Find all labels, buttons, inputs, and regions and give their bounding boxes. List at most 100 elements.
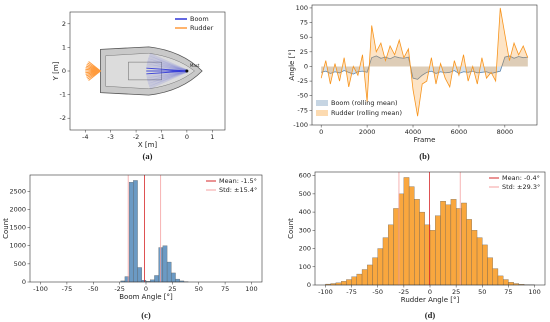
x-tick-label: 0 — [185, 133, 189, 141]
x-tick-label: 4000 — [405, 128, 422, 136]
x-tick-label: 100 — [245, 285, 257, 293]
caption: (a) — [143, 151, 153, 161]
panel: Boom (rolling mean) Rudder (rolling mean)… — [288, 4, 538, 161]
boom-trace — [149, 53, 188, 73]
boom-trace — [146, 61, 188, 73]
x-tick-label: 1 — [210, 133, 214, 141]
y-tick-label: 100 — [299, 263, 311, 271]
bar — [487, 257, 493, 286]
line — [320, 7, 529, 117]
y-tick-label: -25 — [297, 77, 308, 85]
boom-trace — [147, 69, 188, 84]
y-tick-label: 50 — [300, 33, 308, 41]
y-tick-label: 600 — [299, 172, 311, 180]
bar — [482, 244, 488, 286]
bar — [429, 230, 436, 286]
y-tick-label: -1 — [60, 91, 66, 99]
x-tick-label: -75 — [346, 288, 357, 296]
bar — [166, 261, 172, 283]
y-tick-label: 100 — [296, 4, 308, 12]
boom-trace — [148, 55, 188, 73]
bar — [445, 204, 452, 286]
x-tick-label: 25 — [452, 288, 460, 296]
bar — [408, 186, 415, 286]
bar — [356, 273, 363, 286]
y-tick-label: 2500 — [9, 187, 26, 195]
y-tick-label: 500 — [14, 260, 26, 268]
x-tick-label: -4 — [82, 133, 88, 141]
bar — [492, 268, 499, 286]
x-tick-label: 2000 — [359, 128, 376, 136]
bar — [154, 275, 159, 283]
y-tick-label: 75 — [300, 19, 308, 27]
area — [321, 55, 528, 80]
panel: Mean: -1.5°Std: ±15.4° -100 -75 -50 -25 0 25 50… — [2, 174, 263, 320]
x-tick-label: -2 — [133, 133, 139, 141]
bar — [403, 177, 410, 286]
boom-trace — [146, 70, 187, 75]
y-tick-label: -75 — [297, 106, 308, 114]
legend-label: Rudder — [190, 24, 214, 32]
legend-label: Boom (rolling mean) — [331, 99, 398, 107]
x-axis-label: Frame — [414, 136, 436, 144]
legend-label: Rudder (rolling mean) — [331, 109, 402, 117]
bar — [150, 279, 155, 283]
bar — [171, 272, 176, 283]
bar — [351, 276, 357, 286]
x-tick-label: 8000 — [497, 128, 514, 136]
bar — [419, 211, 425, 286]
x-tick-label: -50 — [88, 285, 99, 293]
bar — [440, 201, 446, 286]
bar — [372, 257, 378, 286]
x-tick-label: 75 — [504, 288, 512, 296]
plot-frame — [311, 4, 538, 126]
bar — [175, 278, 180, 283]
y-axis-label: Y [m] — [52, 61, 60, 81]
y-tick-label: 500 — [299, 190, 311, 198]
y-tick-label: 1000 — [9, 242, 26, 250]
bar — [503, 279, 509, 286]
x-tick-label: -3 — [107, 133, 113, 141]
x-tick-label: 75 — [221, 285, 229, 293]
bar — [377, 248, 384, 286]
bar — [388, 224, 394, 286]
bar — [128, 182, 134, 283]
plot-area — [30, 175, 262, 282]
x-tick-label: 100 — [528, 288, 540, 296]
y-tick-label: 1500 — [9, 224, 26, 232]
bar — [497, 275, 504, 286]
x-tick-label: 6000 — [451, 128, 468, 136]
boom-trace — [148, 69, 188, 87]
mast-label: Mast — [190, 63, 200, 68]
y-tick-label: 2 — [62, 20, 66, 28]
bar — [137, 267, 142, 283]
bar — [398, 193, 405, 286]
bar — [466, 219, 472, 286]
bar — [508, 282, 514, 286]
y-axis-label: Count — [2, 218, 10, 239]
legend-swatch — [316, 110, 328, 116]
bar — [435, 215, 441, 286]
line — [321, 55, 528, 80]
rudder-trace — [88, 70, 101, 81]
caption: (b) — [419, 151, 430, 161]
bar — [335, 282, 342, 286]
y-tick-label: -100 — [293, 121, 308, 129]
panel: Mean: -0.4°Std: ±29.3° -100 -75 -50 -25 0 25 50… — [287, 172, 546, 320]
y-tick-label: 0 — [304, 62, 308, 70]
x-tick-label: -25 — [399, 288, 410, 296]
bar — [162, 245, 168, 283]
boom-trace — [147, 58, 188, 73]
y-tick-label: 1 — [62, 43, 66, 51]
y-tick-label: -50 — [297, 92, 308, 100]
bar — [450, 199, 457, 286]
y-axis-label: Angle [°] — [288, 49, 296, 80]
x-tick-label: -25 — [114, 285, 125, 293]
x-tick-label: -100 — [318, 288, 333, 296]
bar — [133, 180, 138, 283]
bar — [346, 279, 352, 286]
x-tick-label: -100 — [33, 285, 48, 293]
legend-label: Mean: -0.4° — [502, 174, 540, 182]
